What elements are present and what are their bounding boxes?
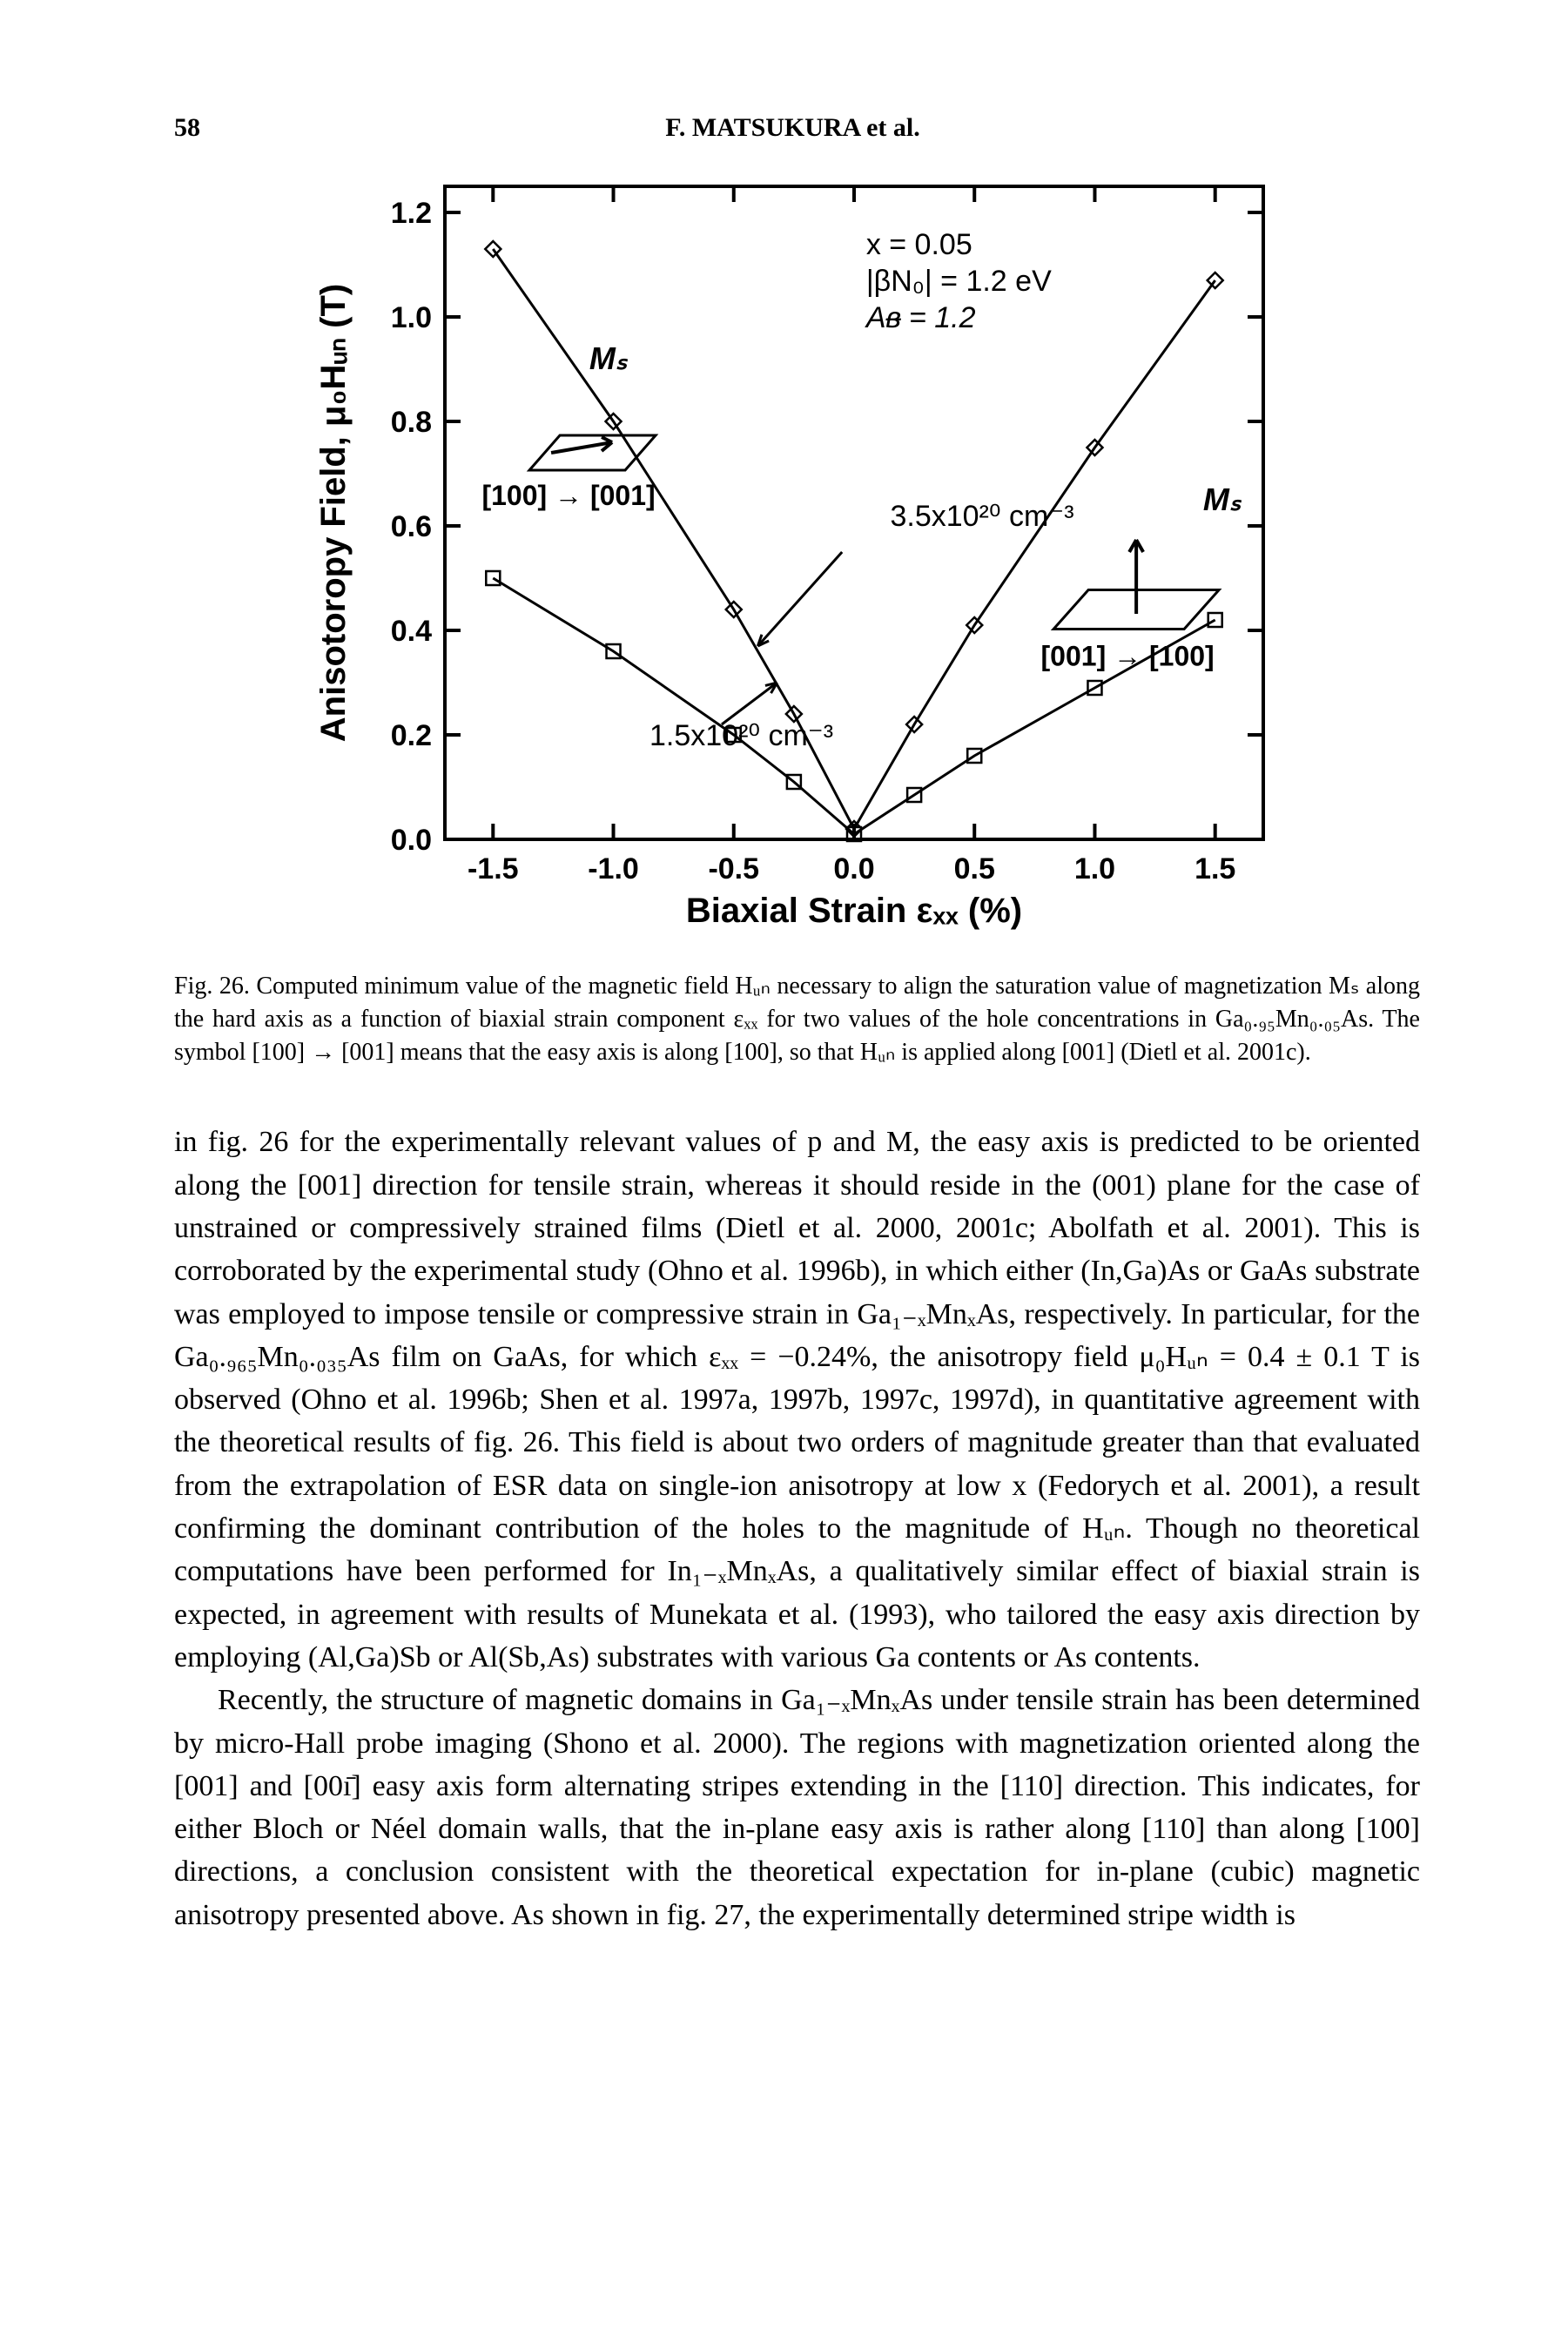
svg-text:|βN₀| = 1.2 eV: |βN₀| = 1.2 eV: [865, 265, 1051, 298]
svg-text:Biaxial Strain εₓₓ (%): Biaxial Strain εₓₓ (%): [685, 892, 1021, 930]
svg-text:1.5x10²⁰ cm⁻³: 1.5x10²⁰ cm⁻³: [649, 719, 833, 752]
svg-text:1.5: 1.5: [1195, 852, 1235, 885]
svg-text:0.0: 0.0: [390, 824, 431, 857]
svg-text:0.8: 0.8: [390, 406, 431, 439]
svg-text:0.5: 0.5: [953, 852, 994, 885]
svg-text:Anisotoropy Field, μ₀Hᵤₙ (T): Anisotoropy Field, μ₀Hᵤₙ (T): [314, 284, 353, 742]
svg-text:-1.0: -1.0: [588, 852, 639, 885]
svg-text:[001] → [100]: [001] → [100]: [1040, 641, 1214, 672]
svg-text:0.0: 0.0: [833, 852, 874, 885]
svg-text:0.4: 0.4: [390, 615, 431, 648]
svg-text:1.2: 1.2: [390, 197, 431, 230]
svg-text:0.6: 0.6: [390, 510, 431, 543]
svg-text:1.0: 1.0: [390, 301, 431, 334]
figure-caption: Fig. 26. Computed minimum value of the m…: [174, 970, 1420, 1068]
caption-prefix: Fig. 26.: [174, 973, 250, 1000]
svg-text:Mₛ: Mₛ: [1202, 481, 1242, 517]
paragraph-1: in fig. 26 for the experimentally releva…: [174, 1121, 1420, 1679]
svg-text:-1.5: -1.5: [467, 852, 518, 885]
svg-text:-0.5: -0.5: [708, 852, 759, 885]
svg-text:Aᴃ = 1.2: Aᴃ = 1.2: [864, 301, 975, 334]
svg-text:Mₛ: Mₛ: [589, 340, 628, 376]
caption-text: Computed minimum value of the magnetic f…: [174, 973, 1420, 1066]
svg-text:[100] → [001]: [100] → [001]: [481, 480, 655, 511]
paragraph-2: Recently, the structure of magnetic doma…: [174, 1679, 1420, 1936]
svg-text:x = 0.05: x = 0.05: [865, 228, 972, 261]
figure-26: -1.5 -1.0 -0.5 0.0 0.5 1.0 1.5 0.0 0.2 0.4 0.6 0.8 1…: [174, 160, 1420, 944]
svg-text:1.0: 1.0: [1073, 852, 1114, 885]
page-number: 58: [174, 113, 200, 143]
svg-text:0.2: 0.2: [390, 719, 431, 752]
running-head: F. MATSUKURA et al.: [200, 113, 1385, 143]
svg-text:3.5x10²⁰ cm⁻³: 3.5x10²⁰ cm⁻³: [890, 500, 1073, 533]
